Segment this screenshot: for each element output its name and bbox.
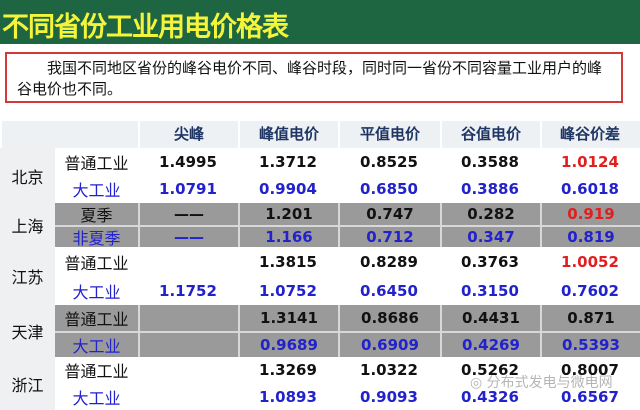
price-cell: —— [138,203,238,225]
price-cell: 0.9904 [259,180,317,199]
price-cell: 1.166 [238,225,338,247]
price-cell: 0.712 [338,225,440,247]
price-cell: 0.6450 [360,281,418,300]
price-cell: 1.0791 [159,180,217,199]
price-cell [138,384,238,410]
header-blank [0,121,138,148]
user-type: 普通工业 [64,153,129,173]
province-group: 天津 普通工业 1.3141 0.8686 0.4431 0.871 大工业 0.9689 0.… [0,305,640,357]
price-cell: 0.9093 [360,387,418,406]
description-box: 我国不同地区省份的峰谷电价不同、峰谷时段，同时同一省份不同容量工业用户的峰谷电价… [5,52,623,103]
price-cell: 0.8289 [360,252,418,271]
price-cell: 1.0052 [561,252,619,271]
header-cell: 峰谷价差 [540,121,638,148]
price-cell: 0.9689 [238,331,338,357]
user-type: 普通工业 [64,362,129,382]
province-group: 上海 夏季 —— 1.201 0.747 0.282 0.919 非夏季 —— 1.166 0.71… [0,203,640,248]
watermark-text: 分布式发电与微电网 [486,375,613,391]
watermark: ◎ 分布式发电与微电网 [470,375,613,391]
province-label: 北京 [0,148,55,203]
price-cell: 0.8007 [561,361,619,380]
price-cell: 1.0124 [561,152,619,171]
user-type: 普通工业 [64,253,129,273]
province-label: 江苏 [0,247,55,305]
header-cell: 平值电价 [338,121,440,148]
price-cell: 0.747 [338,203,440,225]
price-cell [138,247,238,276]
price-cell: 1.0893 [259,387,317,406]
price-cell: 0.8525 [360,152,418,171]
price-cell: 1.3269 [259,361,317,380]
province-label: 上海 [0,203,55,247]
table-row: 普通工业 1.4995 1.3712 0.8525 0.3588 1.0124 [55,148,640,176]
price-cell: 0.6850 [360,180,418,199]
price-cell: 0.6567 [561,387,619,406]
table-row: 普通工业 1.3269 1.0322 0.5262 0.8007 [55,357,640,384]
user-type: 夏季 [55,203,138,225]
price-cell: 0.4269 [440,331,540,357]
province-group: 北京 普通工业 1.4995 1.3712 0.8525 0.3588 1.0124 大工业 1… [0,148,640,203]
user-type: 大工业 [72,282,121,302]
price-cell: 0.871 [540,305,640,331]
price-cell: 1.201 [238,203,338,225]
price-cell: —— [138,225,238,247]
province-label: 浙江 [0,357,55,410]
header-cell: 尖峰 [138,121,238,148]
table-row: 普通工业 1.3141 0.8686 0.4431 0.871 [55,305,640,331]
table-row: 大工业 1.1752 1.0752 0.6450 0.3150 0.7602 [55,276,640,305]
price-cell: 0.3886 [461,180,519,199]
price-cell: 0.5393 [540,331,640,357]
table-row: 大工业 0.9689 0.6909 0.4269 0.5393 [55,331,640,357]
price-cell: 0.5262 [461,361,519,380]
price-cell: 1.4995 [159,152,217,171]
province-label: 天津 [0,305,55,357]
price-cell: 0.3150 [461,281,519,300]
price-cell: 0.347 [440,225,540,247]
user-type: 大工业 [72,181,121,201]
price-cell: 1.3815 [259,252,317,271]
page-title: 不同省份工业用电价格表 [2,12,289,43]
table-row: 大工业 1.0893 0.9093 0.4326 0.6567 [55,384,640,410]
price-cell: 0.819 [540,225,640,247]
table-row: 非夏季 —— 1.166 0.712 0.347 0.819 [55,225,640,248]
header-cell: 峰值电价 [238,121,338,148]
province-group: 浙江 普通工业 1.3269 1.0322 0.5262 0.8007 大工业 1.0893 0… [0,357,640,410]
table-row: 普通工业 1.3815 0.8289 0.3763 1.0052 [55,247,640,276]
user-type: 大工业 [72,388,121,408]
price-cell: 0.4431 [440,305,540,331]
price-cell: 1.3712 [259,152,317,171]
price-cell: 1.3141 [238,305,338,331]
price-cell: 0.8686 [338,305,440,331]
price-cell [138,305,238,331]
user-type: 普通工业 [55,305,138,331]
user-type: 非夏季 [55,225,138,248]
province-group: 江苏 普通工业 1.3815 0.8289 0.3763 1.0052 大工业 1.1752 1… [0,247,640,305]
price-cell: 0.3763 [461,252,519,271]
price-cell [138,331,238,357]
price-cell: 0.919 [540,203,640,225]
price-cell: 0.7602 [561,281,619,300]
price-cell: 1.0752 [259,281,317,300]
price-cell: 0.4326 [461,387,519,406]
price-cell: 0.6018 [561,180,619,199]
price-cell: 0.282 [440,203,540,225]
price-cell: 0.6909 [338,331,440,357]
table-header: 尖峰 峰值电价 平值电价 谷值电价 峰谷价差 [0,121,640,148]
header-cell: 谷值电价 [440,121,540,148]
price-cell: 1.1752 [159,281,217,300]
price-cell: 1.0322 [360,361,418,380]
title-bar: 不同省份工业用电价格表 [0,0,640,44]
price-cell [138,357,238,384]
table-row: 夏季 —— 1.201 0.747 0.282 0.919 [55,203,640,225]
table-row: 大工业 1.0791 0.9904 0.6850 0.3886 0.6018 [55,176,640,204]
price-cell: 0.3588 [461,152,519,171]
user-type: 大工业 [55,331,138,357]
